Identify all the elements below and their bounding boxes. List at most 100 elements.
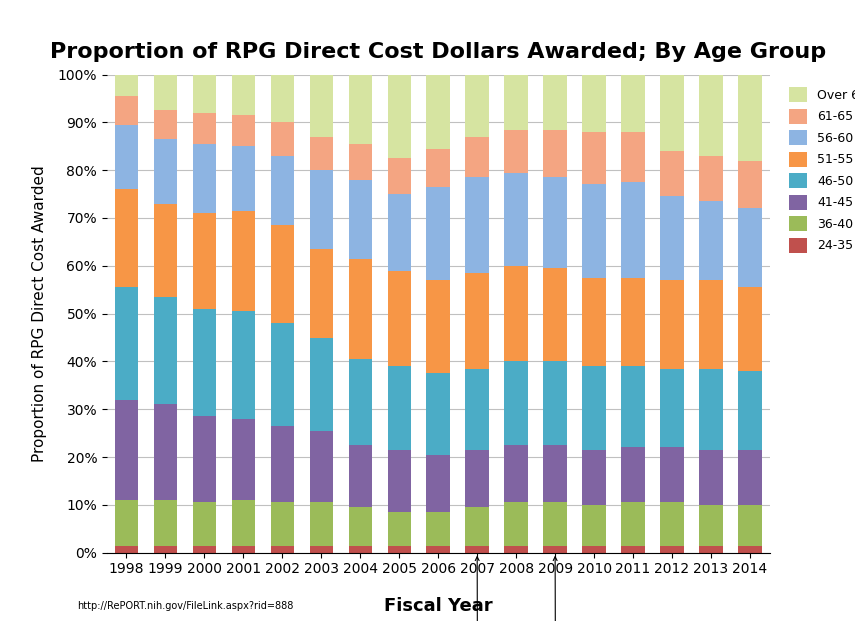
Y-axis label: Proportion of RPG Direct Cost Awarded: Proportion of RPG Direct Cost Awarded [32, 165, 46, 462]
Bar [310, 75, 333, 137]
Bar [504, 502, 528, 545]
Bar [504, 445, 528, 502]
Bar [660, 448, 684, 502]
Bar [427, 280, 450, 373]
Bar [544, 445, 567, 502]
Bar [544, 75, 567, 130]
Bar [582, 132, 606, 184]
Bar [739, 288, 762, 371]
Bar [504, 173, 528, 266]
Bar [739, 161, 762, 209]
Bar [699, 369, 722, 450]
Bar [115, 189, 138, 288]
Bar [192, 144, 216, 213]
Bar [504, 75, 528, 130]
Bar [465, 369, 489, 450]
Bar [582, 184, 606, 278]
Bar [232, 419, 255, 500]
Bar [699, 505, 722, 545]
Bar [232, 211, 255, 311]
Bar [622, 278, 645, 366]
Bar [699, 280, 722, 369]
Bar [660, 280, 684, 369]
Bar [465, 75, 489, 137]
Bar [739, 209, 762, 288]
Bar [544, 502, 567, 545]
Bar [660, 545, 684, 553]
Bar [660, 369, 684, 448]
Bar [660, 151, 684, 196]
Bar [349, 144, 372, 179]
Bar [270, 323, 294, 426]
Bar [232, 500, 255, 545]
Bar [192, 309, 216, 417]
Bar [582, 278, 606, 366]
Bar [154, 139, 177, 204]
Bar [270, 156, 294, 225]
Bar [270, 502, 294, 545]
Bar [192, 213, 216, 309]
Bar [115, 288, 138, 400]
Bar [310, 170, 333, 249]
Bar [544, 268, 567, 361]
Bar [622, 502, 645, 545]
Bar [465, 450, 489, 507]
Bar [504, 266, 528, 361]
Bar [154, 500, 177, 545]
Bar [349, 179, 372, 258]
Bar [387, 512, 411, 545]
Bar [387, 75, 411, 158]
Bar [115, 125, 138, 189]
Bar [232, 75, 255, 115]
Bar [582, 75, 606, 132]
Bar [154, 404, 177, 500]
Bar [582, 505, 606, 545]
Text: NIH New Investigator
policy implemented: NIH New Investigator policy implemented [445, 556, 549, 621]
Bar [387, 366, 411, 450]
Bar [154, 75, 177, 111]
Bar [739, 545, 762, 553]
Bar [427, 148, 450, 187]
Bar [192, 545, 216, 553]
Bar [310, 545, 333, 553]
Bar [622, 182, 645, 278]
Bar [427, 75, 450, 148]
Bar [387, 194, 411, 271]
Bar [622, 75, 645, 132]
Bar [232, 545, 255, 553]
Bar [115, 400, 138, 500]
Bar [232, 115, 255, 147]
Bar [115, 96, 138, 125]
Bar [465, 273, 489, 369]
Bar [349, 445, 372, 507]
Bar [465, 545, 489, 553]
Bar [310, 137, 333, 170]
Bar [192, 502, 216, 545]
Bar [310, 338, 333, 431]
Bar [387, 450, 411, 512]
Bar [310, 502, 333, 545]
Bar [622, 545, 645, 553]
Bar [387, 545, 411, 553]
Bar [427, 373, 450, 455]
Bar [270, 75, 294, 122]
Bar [270, 426, 294, 502]
Bar [270, 545, 294, 553]
Bar [232, 311, 255, 419]
Bar [622, 366, 645, 448]
Bar [699, 156, 722, 201]
Bar [465, 507, 489, 545]
Bar [699, 450, 722, 505]
Bar [192, 75, 216, 113]
Bar [427, 187, 450, 280]
Bar [739, 450, 762, 505]
Bar [739, 75, 762, 161]
Legend: Over 65, 61-65, 56-60, 51-55, 46-50, 41-45, 36-40, 24-35: Over 65, 61-65, 56-60, 51-55, 46-50, 41-… [782, 81, 855, 259]
Bar [660, 196, 684, 280]
Bar [699, 545, 722, 553]
Bar [154, 111, 177, 139]
Bar [699, 70, 722, 156]
Bar [154, 204, 177, 297]
Bar [349, 75, 372, 144]
Bar [465, 137, 489, 178]
